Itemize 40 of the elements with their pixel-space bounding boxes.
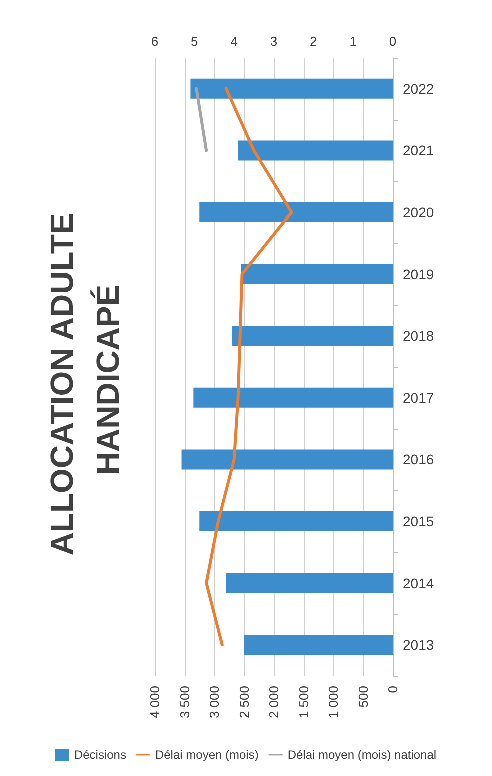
y-tick-label: 2022 <box>403 80 434 97</box>
x2-tick-label: 5 <box>191 34 198 49</box>
x-tick-label: 0 <box>386 686 400 694</box>
y-tick-label: 2020 <box>403 204 434 220</box>
x-tick-label: 1 500 <box>296 686 312 719</box>
x2-tick-label: 0 <box>389 34 397 49</box>
x2-tick-label: 1 <box>350 34 357 49</box>
bar <box>182 450 393 470</box>
bar <box>200 202 393 222</box>
x-tick-label: 4 000 <box>148 686 162 719</box>
bar <box>232 326 393 346</box>
bar <box>190 78 393 99</box>
y-tick-label: 2015 <box>403 514 434 530</box>
x-tick-label: 1 000 <box>326 686 341 719</box>
x2-tick-label: 3 <box>270 34 278 49</box>
y-tick-label: 2014 <box>403 575 434 592</box>
bar <box>200 512 393 532</box>
y-tick-label: 2013 <box>403 637 434 654</box>
x-tick-label: 3 500 <box>177 686 192 719</box>
bar <box>241 264 393 284</box>
legend-label: Délai moyen (mois) <box>155 748 259 762</box>
y-tick-label: 2016 <box>403 452 434 468</box>
x2-tick-label: 4 <box>230 34 238 49</box>
y-tick-label: 2018 <box>403 328 434 344</box>
legend-label: Décisions <box>74 748 126 762</box>
y-tick-label: 2019 <box>403 266 434 282</box>
x-tick-label: 3 000 <box>207 686 222 719</box>
x2-tick-label: 6 <box>151 34 159 49</box>
bar <box>238 140 393 161</box>
x-tick-label: 2 000 <box>266 686 282 719</box>
y-tick-label: 2017 <box>403 390 434 406</box>
x-tick-label: 2 500 <box>236 686 252 719</box>
bar <box>226 573 393 594</box>
text: ALLOCATION ADULTE HANDICAPÉ <box>44 204 126 556</box>
legend-label: Délai moyen (mois) national <box>288 748 437 762</box>
x-tick-label: 500 <box>356 686 371 708</box>
bar <box>244 635 393 656</box>
y-tick-label: 2021 <box>403 142 434 159</box>
x2-tick-label: 2 <box>310 34 318 49</box>
bar <box>194 388 393 408</box>
